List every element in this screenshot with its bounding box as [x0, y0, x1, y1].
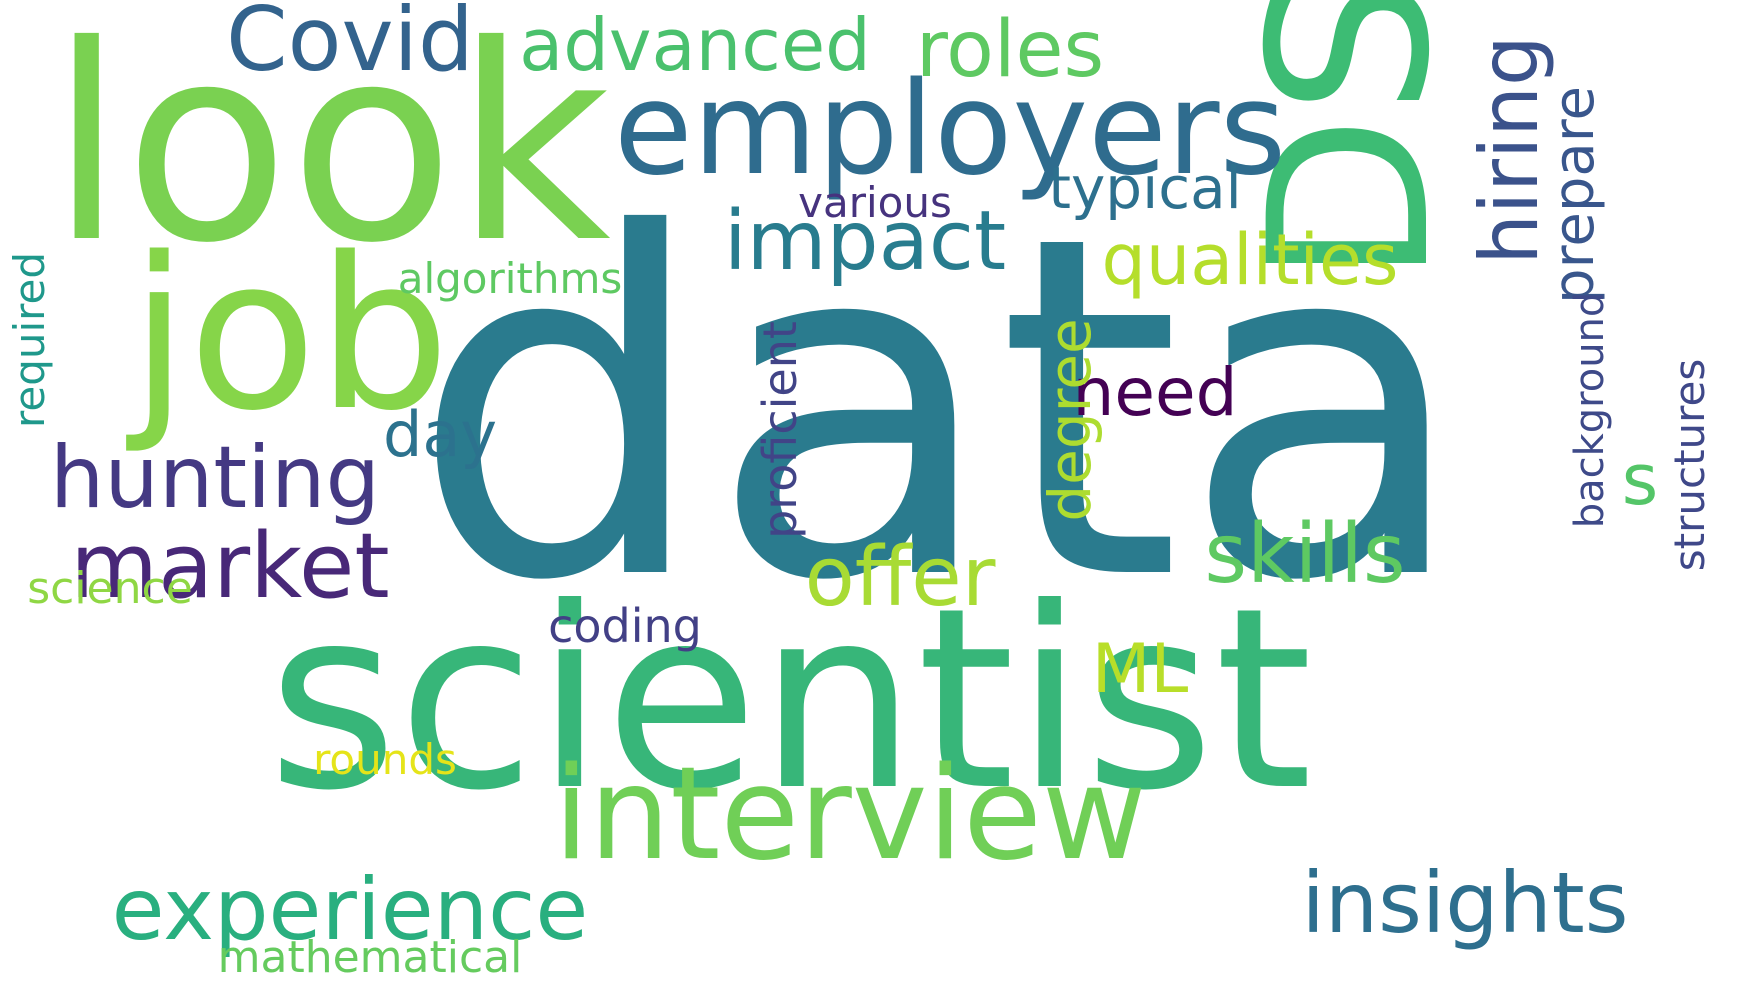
word-skills: skills — [1204, 507, 1406, 602]
word-required: required — [5, 252, 54, 428]
word-advanced: advanced — [519, 3, 871, 87]
word-ml: ML — [1091, 630, 1189, 709]
word-roles: roles — [915, 5, 1105, 95]
word-look: look — [49, 0, 611, 302]
word-rounds: rounds — [313, 735, 457, 784]
word-insights: insights — [1301, 854, 1629, 952]
word-hunting: hunting — [49, 428, 381, 528]
word-scientist: scientist — [267, 554, 1313, 845]
word-day: day — [382, 398, 498, 471]
word-job: job — [129, 212, 451, 457]
word-need: need — [1072, 354, 1238, 431]
word-offer: offer — [804, 530, 996, 625]
word-mathematical: mathematical — [217, 932, 523, 983]
word-qualities: qualities — [1101, 219, 1399, 301]
word-background: background — [1567, 291, 1613, 529]
word-covid: Covid — [226, 0, 474, 91]
word-hiring: hiring — [1463, 35, 1556, 265]
word-interview: interview — [553, 740, 1147, 889]
word-proficient: proficient — [753, 321, 807, 539]
word-degree: degree — [1036, 318, 1104, 522]
word-s: s — [1621, 439, 1659, 521]
word-typical: typical — [1048, 154, 1242, 222]
word-experience: experience — [111, 860, 589, 960]
word-prepare: prepare — [1542, 86, 1607, 304]
word-market: market — [70, 514, 390, 619]
word-impact: impact — [723, 194, 1007, 289]
word-structures: structures — [1665, 358, 1714, 572]
word-algorithms: algorithms — [397, 254, 623, 303]
word-employers: employers — [613, 55, 1287, 204]
word-coding: coding — [548, 599, 702, 653]
word-various: various — [798, 178, 952, 227]
word-data: data — [410, 136, 1470, 683]
word-science: science — [27, 563, 193, 614]
